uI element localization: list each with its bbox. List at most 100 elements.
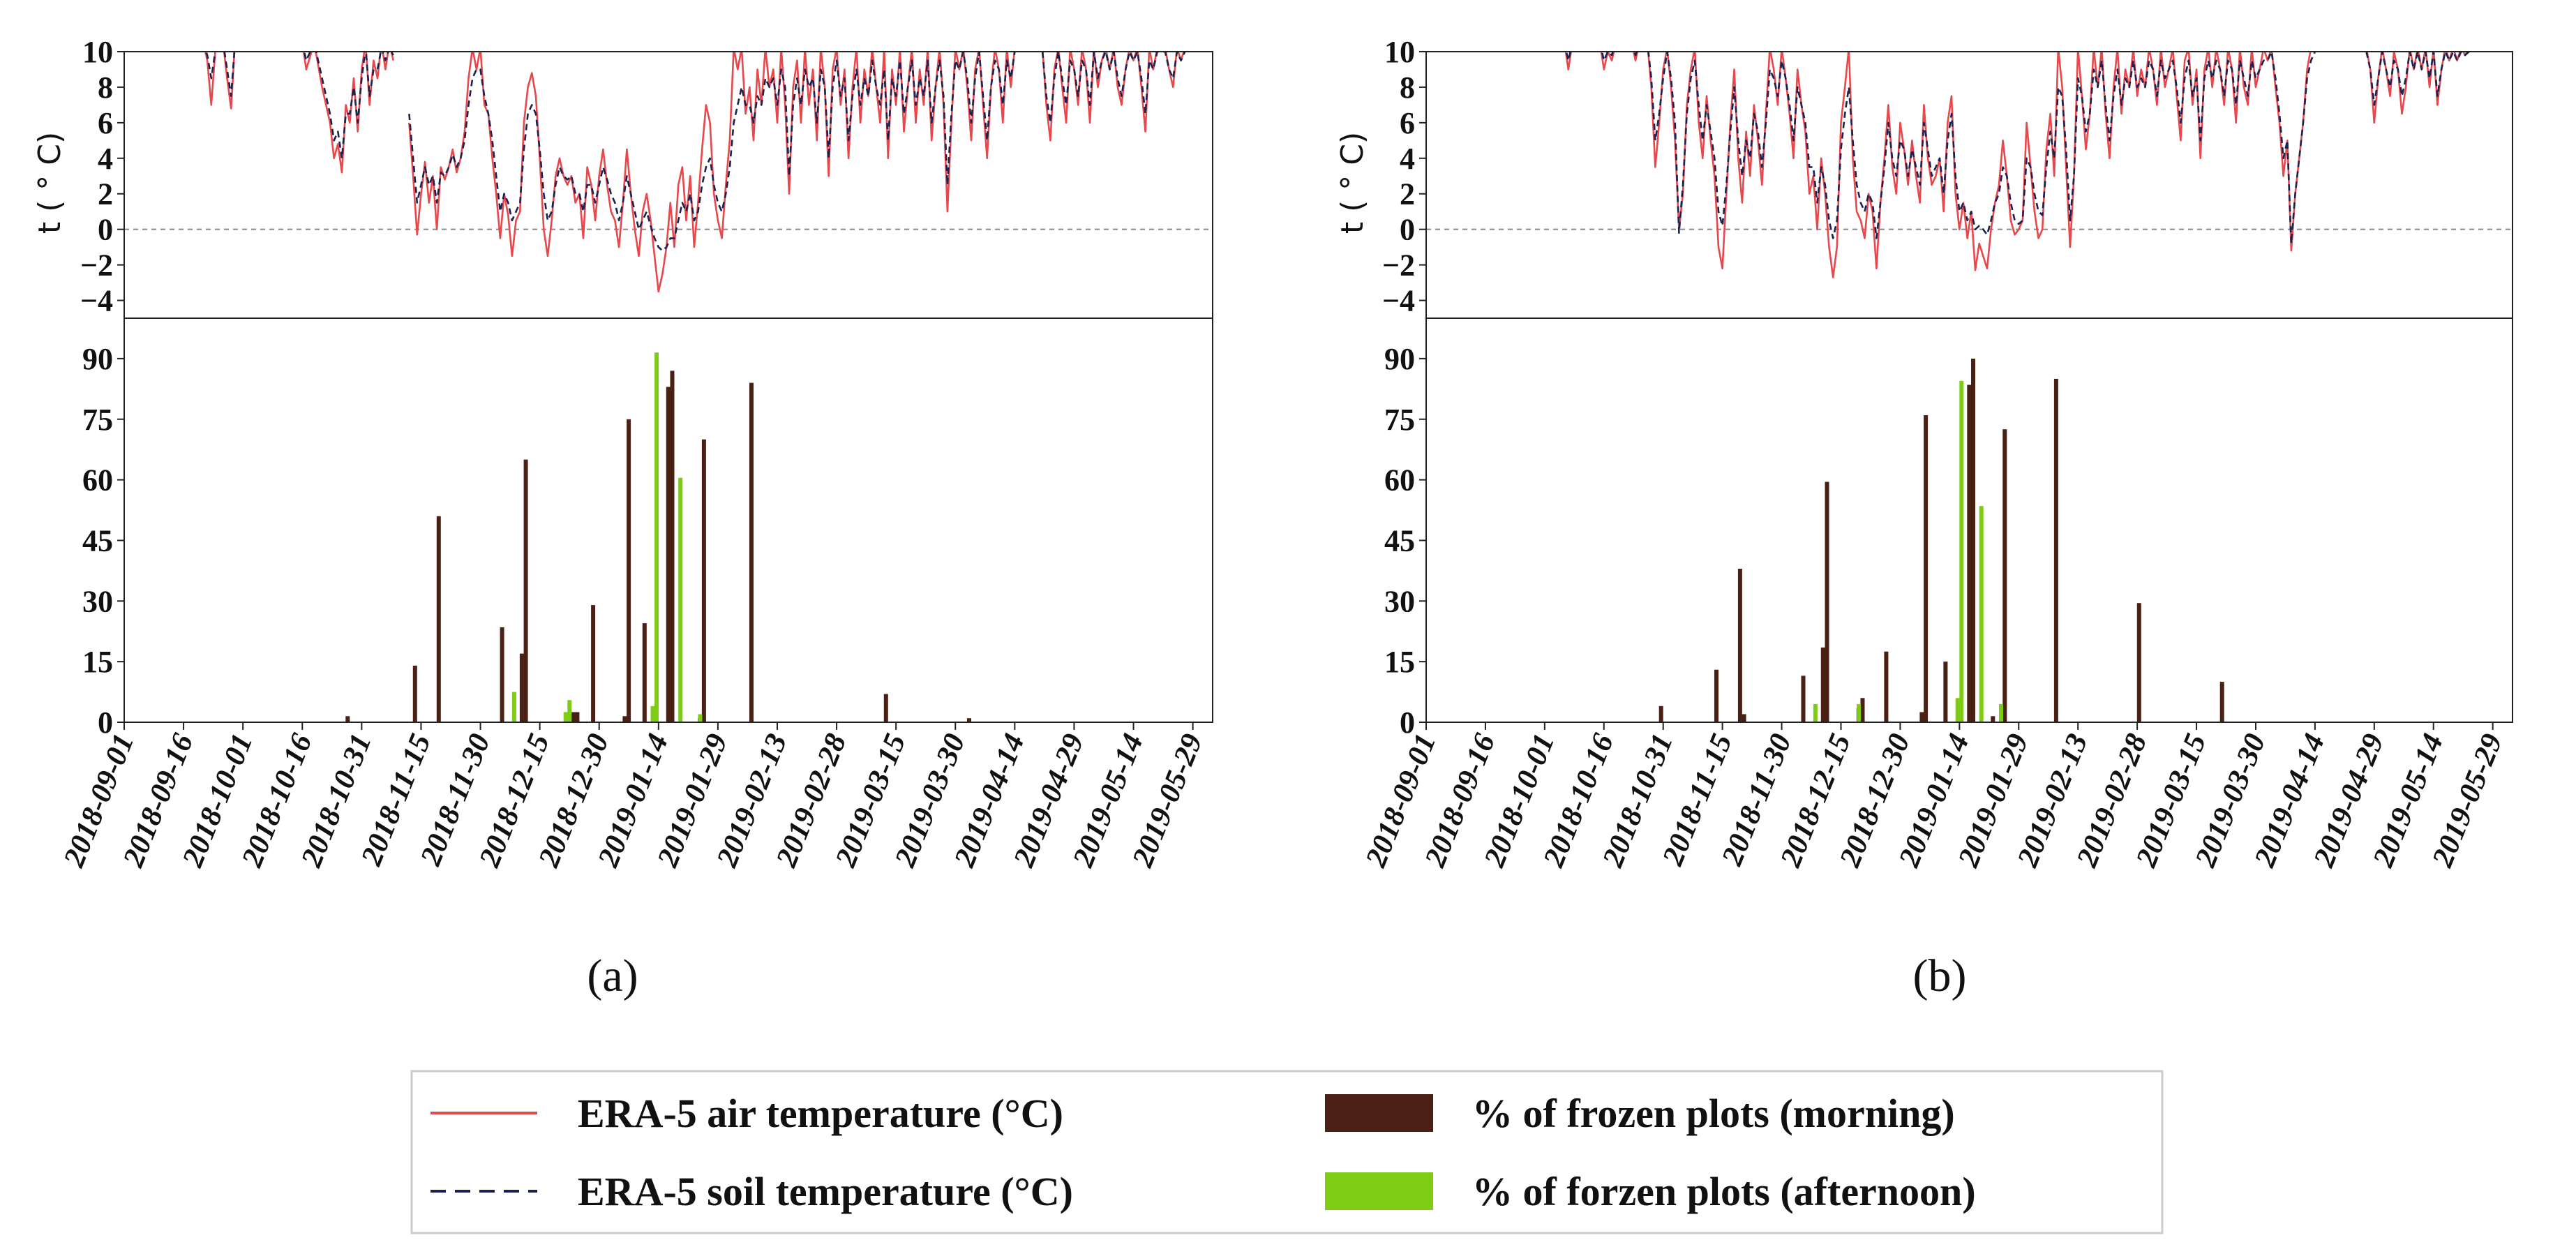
frozen-afternoon-bar [654,352,659,722]
temperature-y-tick-label: 4 [98,142,113,176]
frozen-morning-bar [701,439,706,722]
percent-y-tick-label: 0 [98,705,113,740]
panel-label-b: (b) [1913,950,1967,1001]
temperature-y-tick-label: 2 [1400,177,1415,211]
temperature-y-tick-label: −2 [80,248,113,283]
temperature-y-tick-label: 6 [1400,106,1415,140]
legend-morning-label: % of frozen plots (morning) [1472,1091,1955,1136]
frozen-bar-plot-b: 90756045301502018-09-012018-09-162018-10… [1359,318,2513,872]
frozen-afternoon-bar [650,705,655,722]
legend-box [410,1070,2164,1234]
frozen-morning-bar [1943,662,1948,722]
frozen-morning-bar [670,371,675,722]
percent-y-tick-label: 45 [1384,523,1415,558]
frozen-morning-bar [2002,429,2007,722]
frozen-morning-bar [2053,378,2058,722]
frozen-morning-bar [1991,716,1995,722]
legend-soil-label: ERA-5 soil temperature (°C) [578,1169,1073,1214]
percent-y-tick-label: 15 [82,645,113,679]
frozen-afternoon-bar [567,700,572,722]
frozen-morning-bar [1820,647,1825,722]
frozen-morning-bar [523,459,528,722]
percent-y-tick-label: 15 [1384,645,1415,679]
temperature-axes-frame [1425,51,2513,319]
percent-y-tick-label: 60 [82,463,113,498]
legend: ERA-5 air temperature (°C) ERA-5 soil te… [410,1070,2164,1234]
percent-y-tick-label: 30 [1384,584,1415,618]
temperature-y-tick-label: 6 [98,106,113,140]
temperature-y-label-a: t ( ° C) [32,132,68,234]
temperature-y-tick-label: −2 [1382,248,1415,283]
temperature-y-tick-label: 10 [82,35,113,69]
frozen-afternoon-bar [698,714,703,722]
frozen-morning-bar [1714,669,1718,722]
frozen-morning-bar [1971,358,1975,722]
percent-y-tick-label: 45 [82,523,113,558]
frozen-morning-bar [345,716,350,722]
temperature-y-tick-label: 8 [98,70,113,105]
frozen-morning-bar [591,605,596,722]
frozen-afternoon-bar [1999,703,2003,722]
frozen-morning-bar [1860,698,1865,722]
frozen-afternoon-bar [1813,703,1818,722]
frozen-afternoon-bar [1857,703,1862,722]
frozen-morning-bar [1884,651,1889,722]
frozen-morning-bar [1967,384,1972,722]
temperature-y-tick-label: −4 [80,284,113,318]
percent-y-tick-label: 75 [82,403,113,437]
frozen-afternoon-bar [1955,698,1960,722]
legend-afternoon-swatch [1325,1172,1433,1210]
frozen-afternoon-bar [563,712,568,722]
frozen-morning-bar [519,653,524,722]
frozen-morning-bar [749,382,754,722]
frozen-morning-bar [666,387,671,722]
frozen-morning-bar [1742,714,1746,722]
temperature-y-tick-label: 0 [98,213,113,247]
percent-y-tick-label: 90 [1384,342,1415,376]
percent-y-tick-label: 0 [1400,705,1415,740]
frozen-morning-bar [1737,569,1742,722]
frozen-morning-bar [2219,682,2224,722]
percent-axes-frame [123,318,1213,723]
frozen-morning-bar [2136,603,2141,722]
legend-afternoon-label: % of forzen plots (afternoon) [1472,1169,1976,1214]
percent-axes-frame [1425,318,2513,723]
air-temperature-line [1564,52,2469,278]
panel-label-a: (a) [587,950,638,1001]
frozen-morning-bar [500,627,504,722]
temperature-y-tick-label: 8 [1400,70,1415,105]
frozen-morning-bar [1924,415,1929,722]
frozen-morning-bar [412,665,417,722]
air-temperature-line [204,52,1185,293]
temperature-y-tick-label: 0 [1400,213,1415,247]
frozen-afternoon-bar [1959,380,1964,722]
frozen-morning-bar [642,623,647,722]
percent-y-tick-label: 90 [82,342,113,376]
frozen-morning-bar [575,712,580,722]
frozen-afternoon-bar [678,477,683,722]
frozen-morning-bar [967,718,971,722]
legend-air-label: ERA-5 air temperature (°C) [578,1091,1063,1136]
frozen-afternoon-bar [1979,506,1984,722]
frozen-morning-bar [883,694,888,722]
frozen-morning-bar [627,419,631,723]
temperature-y-label-b: t ( ° C) [1335,132,1370,234]
temperature-y-tick-label: 4 [1400,142,1415,176]
percent-y-tick-label: 75 [1384,403,1415,437]
temperature-y-tick-label: 10 [1384,35,1415,69]
soil-temperature-line [205,52,1186,252]
frozen-bar-plot-a: 90756045301502018-09-012018-09-162018-10… [57,318,1213,872]
temperature-axes-frame [123,51,1213,319]
frozen-morning-bar [1919,712,1924,722]
frozen-morning-bar [571,712,576,722]
percent-y-tick-label: 60 [1384,463,1415,498]
temperature-y-tick-label: −4 [1382,284,1415,318]
frozen-morning-bar [436,516,441,722]
frozen-morning-bar [1825,481,1829,722]
percent-y-tick-label: 30 [82,584,113,618]
